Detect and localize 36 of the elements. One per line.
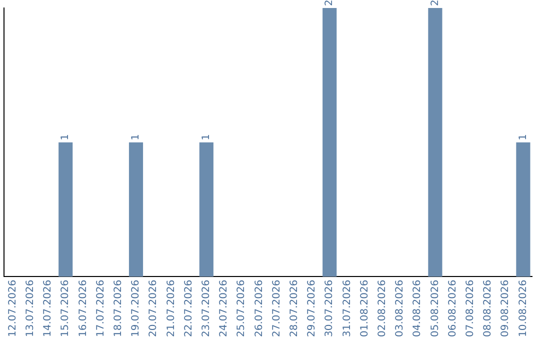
x-tick-label: 17.07.2026 [95, 280, 106, 338]
data-label: 1 [60, 134, 72, 140]
x-tick-label: 04.08.2026 [412, 280, 424, 338]
x-tick-label: 10.08.2026 [518, 280, 529, 338]
x-tick-label: 01.08.2026 [359, 280, 370, 338]
x-tick-label: 29.07.2026 [306, 280, 318, 338]
x-tick-label: 18.07.2026 [112, 280, 124, 338]
x-tick-label: 30.07.2026 [324, 280, 336, 338]
x-tick-label: 02.08.2026 [376, 280, 388, 338]
x-tick-label: 24.07.2026 [218, 280, 230, 338]
x-tick-label: 31.07.2026 [342, 280, 353, 338]
x-tick-label: 14.07.2026 [42, 280, 54, 338]
x-tick-label: 25.07.2026 [236, 280, 248, 338]
x-tick-label: 23.07.2026 [200, 280, 212, 338]
data-label: 1 [518, 134, 529, 140]
x-tick-label: 12.07.2026 [7, 280, 18, 338]
x-tick-label: 08.08.2026 [482, 280, 494, 338]
x-tick-label: 07.08.2026 [464, 280, 476, 338]
x-tick-label: 13.07.2026 [24, 280, 36, 338]
x-tick-label: 26.07.2026 [254, 280, 265, 338]
data-label: 1 [200, 134, 212, 140]
x-tick-label: 05.08.2026 [430, 280, 441, 338]
x-tick-label: 19.07.2026 [130, 280, 142, 338]
data-label: 2 [324, 0, 336, 6]
x-tick-label: 06.08.2026 [447, 280, 458, 338]
x-tick-label: 09.08.2026 [500, 280, 512, 338]
x-tick-label: 22.07.2026 [183, 280, 194, 338]
data-label: 2 [430, 0, 441, 6]
x-tick-label: 15.07.2026 [60, 280, 72, 338]
x-tick-label: 27.07.2026 [271, 280, 282, 338]
x-tick-label: 16.07.2026 [78, 280, 89, 338]
x-tick-label: 20.07.2026 [148, 280, 160, 338]
x-tick-label: 21.07.2026 [166, 280, 177, 338]
x-tick-label: 03.08.2026 [394, 280, 406, 338]
x-tick-label: 28.07.2026 [288, 280, 300, 338]
data-label: 1 [130, 134, 142, 140]
